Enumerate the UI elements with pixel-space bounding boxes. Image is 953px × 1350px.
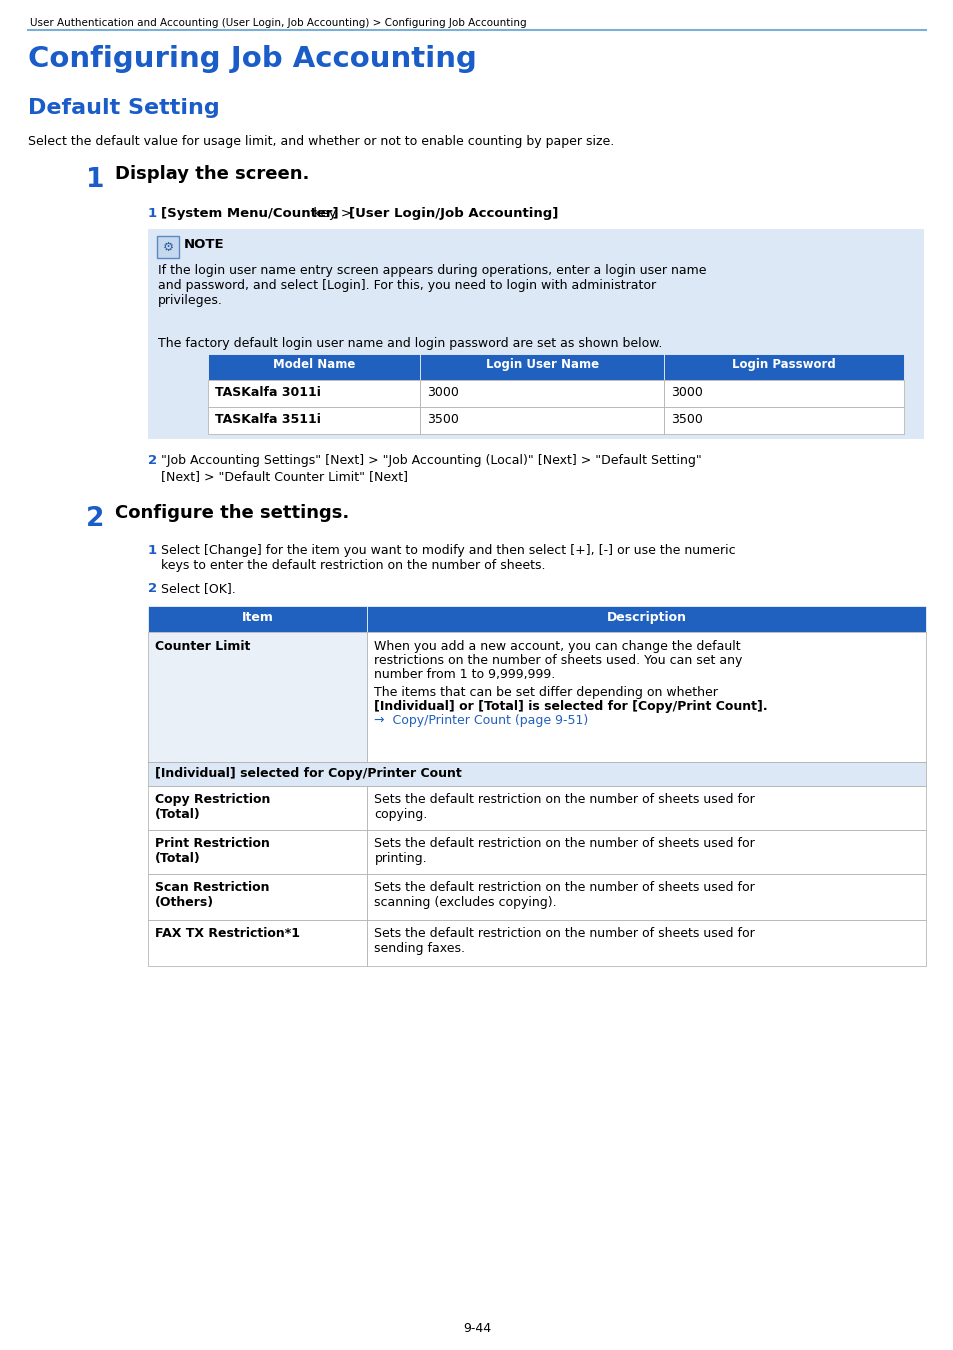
- FancyBboxPatch shape: [367, 830, 925, 873]
- Text: 1: 1: [148, 544, 157, 558]
- Text: User Authentication and Accounting (User Login, Job Accounting) > Configuring Jo: User Authentication and Accounting (User…: [30, 18, 526, 28]
- Text: Sets the default restriction on the number of sheets used for
sending faxes.: Sets the default restriction on the numb…: [374, 927, 755, 954]
- Text: 2: 2: [148, 582, 157, 595]
- Text: Counter Limit: Counter Limit: [154, 640, 250, 653]
- FancyBboxPatch shape: [148, 632, 367, 761]
- FancyBboxPatch shape: [208, 354, 420, 379]
- Text: 1: 1: [148, 207, 157, 220]
- FancyBboxPatch shape: [148, 761, 925, 786]
- Text: restrictions on the number of sheets used. You can set any: restrictions on the number of sheets use…: [374, 653, 742, 667]
- Text: Login Password: Login Password: [731, 358, 835, 371]
- Text: keys to enter the default restriction on the number of sheets.: keys to enter the default restriction on…: [161, 559, 545, 572]
- Text: [Individual] selected for Copy/Printer Count: [Individual] selected for Copy/Printer C…: [154, 767, 461, 780]
- Text: 1: 1: [86, 167, 104, 193]
- Text: Default Setting: Default Setting: [28, 99, 219, 117]
- FancyBboxPatch shape: [420, 406, 663, 433]
- Text: Select [Change] for the item you want to modify and then select [+], [-] or use : Select [Change] for the item you want to…: [161, 544, 735, 558]
- FancyBboxPatch shape: [367, 873, 925, 919]
- Text: FAX TX Restriction*1: FAX TX Restriction*1: [154, 927, 299, 940]
- FancyBboxPatch shape: [157, 236, 179, 258]
- Text: Select the default value for usage limit, and whether or not to enable counting : Select the default value for usage limit…: [28, 135, 614, 148]
- Text: →  Copy/Printer Count (page 9-51): → Copy/Printer Count (page 9-51): [374, 714, 588, 728]
- FancyBboxPatch shape: [663, 354, 903, 379]
- FancyBboxPatch shape: [208, 379, 420, 406]
- Text: 3000: 3000: [670, 386, 702, 400]
- FancyBboxPatch shape: [420, 379, 663, 406]
- Text: If the login user name entry screen appears during operations, enter a login use: If the login user name entry screen appe…: [158, 265, 706, 306]
- Text: [Next] > "Default Counter Limit" [Next]: [Next] > "Default Counter Limit" [Next]: [161, 470, 408, 483]
- Text: The factory default login user name and login password are set as shown below.: The factory default login user name and …: [158, 338, 661, 350]
- FancyBboxPatch shape: [148, 230, 923, 439]
- Text: 3500: 3500: [670, 413, 702, 427]
- FancyBboxPatch shape: [663, 406, 903, 433]
- FancyBboxPatch shape: [208, 406, 420, 433]
- FancyBboxPatch shape: [367, 919, 925, 967]
- Text: [Individual] or [Total] is selected for [Copy/Print Count].: [Individual] or [Total] is selected for …: [374, 701, 767, 713]
- Text: Model Name: Model Name: [273, 358, 355, 371]
- FancyBboxPatch shape: [367, 786, 925, 830]
- Text: Select [OK].: Select [OK].: [161, 582, 235, 595]
- Text: Display the screen.: Display the screen.: [115, 165, 309, 184]
- Text: Description: Description: [606, 612, 686, 624]
- Text: Configuring Job Accounting: Configuring Job Accounting: [28, 45, 476, 73]
- Text: 2: 2: [148, 454, 157, 467]
- Text: Item: Item: [241, 612, 274, 624]
- Text: [User Login/Job Accounting]: [User Login/Job Accounting]: [349, 207, 558, 220]
- FancyBboxPatch shape: [148, 606, 367, 632]
- Text: key >: key >: [309, 207, 355, 220]
- FancyBboxPatch shape: [367, 632, 925, 761]
- Text: Sets the default restriction on the number of sheets used for
printing.: Sets the default restriction on the numb…: [374, 837, 755, 865]
- FancyBboxPatch shape: [663, 379, 903, 406]
- Text: ⚙: ⚙: [162, 240, 173, 254]
- Text: Copy Restriction
(Total): Copy Restriction (Total): [154, 792, 270, 821]
- Text: TASKalfa 3011i: TASKalfa 3011i: [214, 386, 320, 400]
- Text: When you add a new account, you can change the default: When you add a new account, you can chan…: [374, 640, 740, 653]
- FancyBboxPatch shape: [148, 830, 367, 873]
- FancyBboxPatch shape: [148, 919, 367, 967]
- FancyBboxPatch shape: [420, 354, 663, 379]
- Text: Scan Restriction
(Others): Scan Restriction (Others): [154, 882, 269, 909]
- Text: "Job Accounting Settings" [Next] > "Job Accounting (Local)" [Next] > "Default Se: "Job Accounting Settings" [Next] > "Job …: [161, 454, 701, 467]
- FancyBboxPatch shape: [367, 606, 925, 632]
- Text: NOTE: NOTE: [184, 238, 224, 251]
- Text: Login User Name: Login User Name: [485, 358, 598, 371]
- Text: 3000: 3000: [427, 386, 458, 400]
- Text: Sets the default restriction on the number of sheets used for
scanning (excludes: Sets the default restriction on the numb…: [374, 882, 755, 909]
- Text: Print Restriction
(Total): Print Restriction (Total): [154, 837, 270, 865]
- Text: [System Menu/Counter]: [System Menu/Counter]: [161, 207, 338, 220]
- Text: Sets the default restriction on the number of sheets used for
copying.: Sets the default restriction on the numb…: [374, 792, 755, 821]
- FancyBboxPatch shape: [148, 786, 367, 830]
- Text: Configure the settings.: Configure the settings.: [115, 504, 349, 522]
- Text: 2: 2: [86, 506, 104, 532]
- Text: 3500: 3500: [427, 413, 458, 427]
- FancyBboxPatch shape: [148, 873, 367, 919]
- Text: TASKalfa 3511i: TASKalfa 3511i: [214, 413, 320, 427]
- Text: 9-44: 9-44: [462, 1322, 491, 1335]
- Text: The items that can be set differ depending on whether: The items that can be set differ dependi…: [374, 686, 718, 699]
- Text: number from 1 to 9,999,999.: number from 1 to 9,999,999.: [374, 668, 555, 680]
